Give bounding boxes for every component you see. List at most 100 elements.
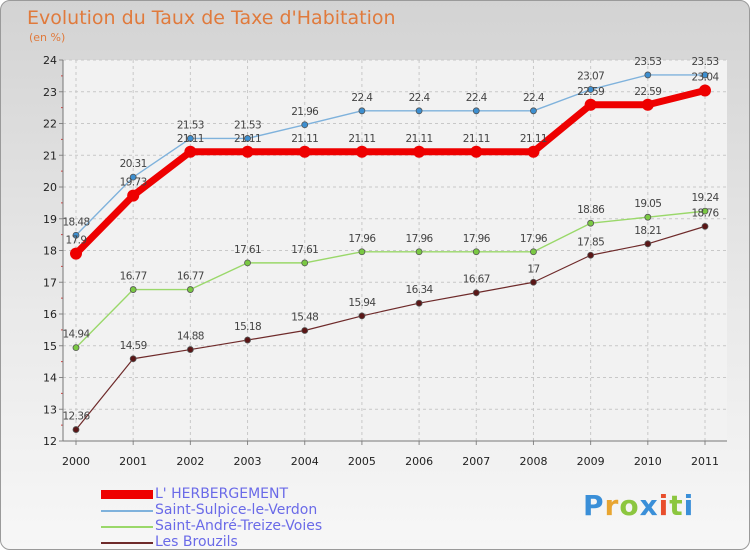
data-label: 15.48 (291, 312, 318, 324)
data-label: 17.9 (66, 235, 87, 247)
data-point (699, 84, 711, 97)
data-label: 16.77 (177, 271, 204, 283)
data-label: 15.94 (348, 297, 376, 309)
data-label: 14.94 (62, 329, 90, 341)
data-point (301, 259, 309, 267)
data-label: 21.11 (463, 133, 490, 145)
data-point (129, 173, 137, 181)
x-tick-label: 2003 (234, 455, 262, 468)
x-tick-label: 2000 (62, 455, 90, 468)
data-label: 23.04 (691, 71, 719, 83)
data-point (241, 145, 254, 158)
data-point (186, 286, 194, 293)
data-label: 22.4 (523, 92, 545, 104)
data-point (358, 248, 366, 256)
y-tick-label: 17 (43, 276, 57, 289)
legend-item: Saint-André-Treize-Voies (101, 518, 421, 535)
chart-legend: L' HERBERGEMENT Saint-Sulpice-le-Verdon … (101, 486, 421, 549)
data-point (358, 107, 366, 115)
data-point (527, 145, 540, 158)
data-point (472, 248, 480, 256)
data-point (415, 248, 423, 256)
data-point (70, 247, 82, 260)
data-label: 21.11 (348, 133, 375, 145)
data-label: 17.96 (348, 233, 376, 245)
x-tick-label: 2011 (691, 455, 719, 468)
y-tick-label: 14 (43, 372, 57, 385)
legend-item: Saint-Sulpice-le-Verdon (101, 502, 421, 519)
x-tick-label: 2010 (634, 455, 662, 468)
x-tick-label: 2006 (405, 455, 433, 468)
data-label: 18.76 (691, 207, 719, 219)
data-point (587, 251, 595, 259)
data-label: 19.24 (691, 192, 719, 204)
data-point (644, 213, 652, 221)
data-label: 22.59 (634, 86, 661, 98)
data-point (244, 336, 251, 344)
x-tick-label: 2004 (291, 455, 319, 468)
series-line (75, 225, 706, 431)
data-label: 12.36 (62, 411, 90, 423)
legend-item: L' HERBERGEMENT (101, 486, 421, 503)
data-point (472, 289, 480, 297)
proxiti-logo: Proxiti (583, 489, 694, 522)
data-point (358, 312, 366, 320)
data-point (72, 231, 80, 239)
x-tick-label: 2002 (176, 455, 204, 468)
data-point (301, 121, 309, 129)
y-tick-label: 20 (43, 181, 57, 194)
legend-label: L' HERBERGEMENT (155, 486, 289, 502)
data-point (355, 145, 368, 158)
series-line (75, 210, 706, 349)
data-point (470, 145, 483, 158)
data-label: 19.05 (634, 198, 661, 210)
data-point (472, 107, 480, 115)
data-label: 19.73 (120, 177, 147, 189)
data-point (644, 71, 652, 79)
data-label: 21.11 (234, 133, 261, 145)
y-tick-label: 12 (43, 435, 57, 448)
x-tick-label: 2008 (519, 455, 547, 468)
data-point (244, 135, 251, 142)
data-label: 17.96 (406, 233, 434, 245)
data-point (186, 135, 194, 142)
data-label: 16.77 (120, 271, 147, 283)
data-point (301, 327, 309, 334)
data-point (129, 286, 137, 293)
data-label: 18.86 (577, 204, 605, 216)
series-line (72, 86, 709, 258)
data-point (72, 426, 80, 433)
data-label: 21.11 (520, 133, 547, 145)
data-point (530, 278, 537, 286)
data-label: 21.53 (177, 119, 204, 131)
y-tick-label: 21 (43, 149, 57, 162)
legend-swatch (101, 490, 153, 499)
logo-letter: t (669, 489, 684, 522)
data-label: 21.11 (291, 133, 318, 145)
data-label: 21.96 (291, 106, 319, 118)
data-label: 22.4 (409, 92, 431, 104)
data-label: 21.11 (406, 133, 433, 145)
legend-swatch (101, 526, 153, 528)
legend-swatch (101, 542, 153, 544)
data-point (72, 344, 80, 352)
legend-swatch (101, 510, 153, 512)
data-point (530, 248, 537, 256)
data-label: 16.34 (406, 284, 434, 296)
data-label: 21.11 (177, 133, 204, 145)
data-point (587, 219, 595, 227)
data-label: 14.59 (120, 340, 147, 352)
data-label: 17.61 (234, 244, 261, 256)
data-label: 17.61 (291, 244, 318, 256)
y-tick-label: 24 (43, 54, 57, 67)
logo-letter: i (683, 489, 695, 522)
data-point (701, 222, 709, 230)
data-point (415, 299, 423, 307)
y-tick-label: 22 (43, 118, 57, 131)
chart-title: Evolution du Taux de Taxe d'Habitation (27, 7, 396, 29)
y-tick-label: 16 (43, 308, 57, 321)
data-point (186, 346, 194, 353)
data-point (415, 107, 423, 115)
